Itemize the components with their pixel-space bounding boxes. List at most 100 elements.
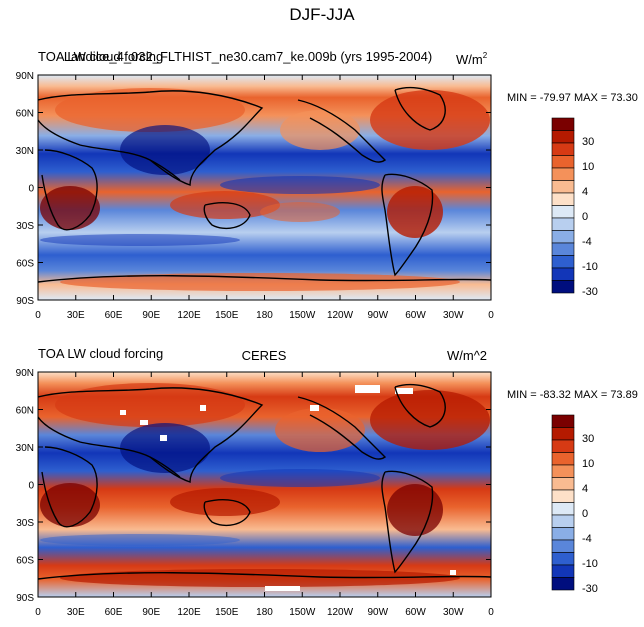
lat-tick-label: 0 <box>28 184 34 195</box>
lon-tick-label: 60E <box>105 310 123 321</box>
colorbar-label: -4 <box>582 236 592 248</box>
colorbar-box <box>551 142 575 156</box>
colorbar-label: 4 <box>582 483 588 495</box>
colorbar-box <box>551 552 575 566</box>
lat-tick-label: 30S <box>16 518 34 529</box>
lon-tick-label: 90E <box>142 310 160 321</box>
colorbar-box <box>551 167 575 181</box>
lat-tick-label: 30S <box>16 221 34 232</box>
colorbar-label: 0 <box>582 211 588 223</box>
latitude-ticks: 90N 60N 30N 0 30S 60S 90S <box>16 368 491 604</box>
lon-tick-label: 90W <box>367 607 388 618</box>
colorbar-label: 30 <box>582 136 594 148</box>
colorbar-box <box>551 502 575 516</box>
lat-tick-label: 90N <box>16 71 34 82</box>
lon-tick-label: 180 <box>256 607 273 618</box>
colorbar-box <box>551 205 575 219</box>
colorbar-box <box>551 564 575 578</box>
colorbar-label: 30 <box>582 433 594 445</box>
latitude-ticks: 90N 60N 30N 0 30S 60S 90S <box>16 71 491 307</box>
map-field <box>38 372 491 597</box>
colorbar-label: -4 <box>582 533 592 545</box>
lat-tick-label: 60N <box>16 109 34 120</box>
panel-left-title: TOA LW cloud forcing <box>38 49 163 64</box>
colorbar-box <box>551 477 575 491</box>
panel-observations: TOA LW cloud forcing CERES W/m^2 <box>16 346 638 618</box>
lon-tick-label: 120W <box>327 310 354 321</box>
lat-tick-label: 60S <box>16 259 34 270</box>
lon-tick-label: 0 <box>488 607 494 618</box>
lon-tick-label: 150W <box>289 310 316 321</box>
lon-tick-label: 60W <box>405 607 426 618</box>
map-field <box>38 75 491 300</box>
longitude-ticks: 0 30E 60E 90E 120E 150E 180 150W 120W 90W 60W 30W 0 <box>35 75 494 321</box>
colorbar: 30 10 4 0 -4 -10 -30 <box>551 117 598 298</box>
lat-tick-label: 30N <box>16 146 34 157</box>
colorbar-label: 10 <box>582 161 594 173</box>
lon-tick-label: 90W <box>367 310 388 321</box>
lon-tick-label: 0 <box>488 310 494 321</box>
colorbar: 30 10 4 0 -4 -10 -30 <box>551 414 598 595</box>
lon-tick-label: 0 <box>35 310 41 321</box>
stats-text: MIN = -79.97 MAX = 73.30 <box>507 92 638 104</box>
lon-tick-label: 30E <box>67 310 85 321</box>
panel-units: W/m^2 <box>447 348 487 363</box>
colorbar-label: -30 <box>582 286 598 298</box>
coastlines <box>38 86 491 283</box>
lon-tick-label: 60E <box>105 607 123 618</box>
lon-tick-label: 120E <box>177 310 201 321</box>
colorbar-label: -10 <box>582 261 598 273</box>
figure-title: DJF-JJA <box>289 5 355 24</box>
panel-center-title: CERES <box>242 348 287 363</box>
colorbar-box <box>551 255 575 269</box>
lat-tick-label: 60N <box>16 406 34 417</box>
colorbar-label: 10 <box>582 458 594 470</box>
colorbar-box <box>551 155 575 169</box>
longitude-ticks: 0 30E 60E 90E 120E 150E 180 150W 120W 90W 60W 30W 0 <box>35 372 494 618</box>
lon-tick-label: 0 <box>35 607 41 618</box>
panel-center-title: Landice_4_032_FLTHIST_ne30.cam7_ke.009b … <box>64 49 432 64</box>
colorbar-box <box>551 527 575 541</box>
colorbar-box <box>551 439 575 453</box>
panel-units: W/m2 <box>456 51 488 67</box>
lat-tick-label: 90S <box>16 593 34 604</box>
colorbar-box <box>551 117 575 131</box>
colorbar-box <box>551 130 575 144</box>
lon-tick-label: 150E <box>215 607 239 618</box>
lat-tick-label: 90N <box>16 368 34 379</box>
colorbar-label: -30 <box>582 583 598 595</box>
colorbar-label: 0 <box>582 508 588 520</box>
lon-tick-label: 120E <box>177 607 201 618</box>
colorbar-box <box>551 577 575 591</box>
colorbar-box <box>551 267 575 281</box>
lat-tick-label: 0 <box>28 481 34 492</box>
coastlines <box>38 383 491 580</box>
lon-tick-label: 30W <box>443 310 464 321</box>
lon-tick-label: 120W <box>327 607 354 618</box>
lat-tick-label: 90S <box>16 296 34 307</box>
stats-text: MIN = -83.32 MAX = 73.89 <box>507 389 638 401</box>
lat-tick-label: 60S <box>16 556 34 567</box>
colorbar-box <box>551 280 575 294</box>
colorbar-box <box>551 242 575 256</box>
colorbar-box <box>551 452 575 466</box>
lon-tick-label: 30W <box>443 607 464 618</box>
panel-model: TOA LW cloud forcing Landice_4_032_FLTHI… <box>16 49 638 321</box>
colorbar-label: -10 <box>582 558 598 570</box>
lon-tick-label: 30E <box>67 607 85 618</box>
colorbar-box <box>551 414 575 428</box>
lon-tick-label: 60W <box>405 310 426 321</box>
colorbar-box <box>551 489 575 503</box>
colorbar-box <box>551 514 575 528</box>
colorbar-box <box>551 539 575 553</box>
lat-tick-label: 30N <box>16 443 34 454</box>
lon-tick-label: 150W <box>289 607 316 618</box>
colorbar-box <box>551 217 575 231</box>
colorbar-box <box>551 427 575 441</box>
panel-left-title: TOA LW cloud forcing <box>38 346 163 361</box>
colorbar-box <box>551 230 575 244</box>
lon-tick-label: 150E <box>215 310 239 321</box>
colorbar-box <box>551 464 575 478</box>
lon-tick-label: 180 <box>256 310 273 321</box>
